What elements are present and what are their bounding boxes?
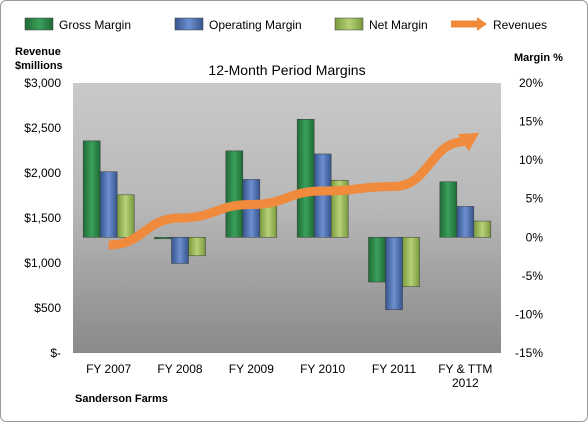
legend-swatch-net-margin (334, 17, 364, 31)
left-tick-label: $2,000 (24, 166, 61, 180)
revenue-line-path (108, 137, 466, 250)
legend-label: Revenues (493, 18, 547, 32)
left-tick-label: $1,500 (24, 211, 61, 225)
bar-gross-margin (296, 119, 315, 238)
legend-swatch-arrowhead (477, 17, 487, 31)
bar-operating-margin (456, 206, 475, 238)
category-label: FY & TTM (438, 362, 492, 376)
right-axis-ticks: 20% 15% 10% 5% 0% -5% -10% -15% (515, 76, 543, 360)
right-axis-label: Margin % (514, 52, 563, 64)
right-tick-label: 20% (519, 76, 543, 90)
bar-gross-margin (368, 237, 386, 283)
right-tick-label: -15% (515, 346, 543, 360)
left-tick-label: $1,000 (24, 256, 61, 270)
bar-gross-margin (82, 140, 101, 238)
right-tick-label: -10% (515, 307, 543, 321)
bar-net-margin (473, 220, 492, 238)
category-label: FY 2011 (372, 362, 417, 376)
company-name: Sanderson Farms (75, 393, 168, 405)
legend: Gross Margin Operating Margin Net Margin Re… (24, 17, 547, 32)
revenue-arrowhead (457, 132, 480, 152)
bar-net-margin (402, 237, 420, 287)
category-label: FY 2007 (86, 362, 131, 376)
right-tick-label: -5% (522, 269, 544, 283)
right-tick-label: 5% (526, 192, 544, 206)
bar-gross-margin (154, 237, 172, 240)
left-tick-label: $3,000 (24, 76, 61, 90)
left-axis-label-line1: Revenue (15, 46, 61, 58)
category-label: FY 2010 (300, 362, 345, 376)
left-tick-label: $- (50, 346, 61, 360)
left-tick-label: $500 (34, 301, 61, 315)
category-label: 2012 (452, 376, 479, 390)
legend-swatch-gross-margin (24, 17, 54, 31)
right-tick-label: 10% (519, 153, 543, 167)
category-label: FY 2008 (157, 362, 202, 376)
revenue-line (108, 132, 480, 250)
plot-area (73, 83, 501, 353)
category-label: FY 2009 (229, 362, 274, 376)
bar-net-margin (116, 194, 135, 238)
bars (82, 119, 492, 311)
category-labels: FY 2007 FY 2008 FY 2009 FY 2010 FY 2011 FY & … (86, 362, 492, 390)
legend-label: Gross Margin (59, 18, 131, 32)
bar-gross-margin (439, 181, 458, 238)
left-tick-label: $2,500 (24, 121, 61, 135)
left-axis-ticks: $3,000 $2,500 $2,000 $1,500 $1,000 $500 $- (24, 76, 61, 360)
legend-label: Net Margin (369, 18, 428, 32)
legend-swatch-operating-margin (174, 17, 204, 31)
right-tick-label: 0% (526, 230, 544, 244)
bar-operating-margin (171, 237, 189, 264)
bar-operating-margin (99, 171, 118, 238)
left-axis-label-line2: $millions (15, 60, 63, 72)
bar-operating-margin (385, 237, 403, 311)
legend-label: Operating Margin (209, 18, 302, 32)
bar-gross-margin (225, 150, 244, 238)
right-tick-label: 15% (519, 115, 543, 129)
bar-net-margin (188, 237, 206, 257)
chart-title: 12-Month Period Margins (208, 62, 365, 78)
